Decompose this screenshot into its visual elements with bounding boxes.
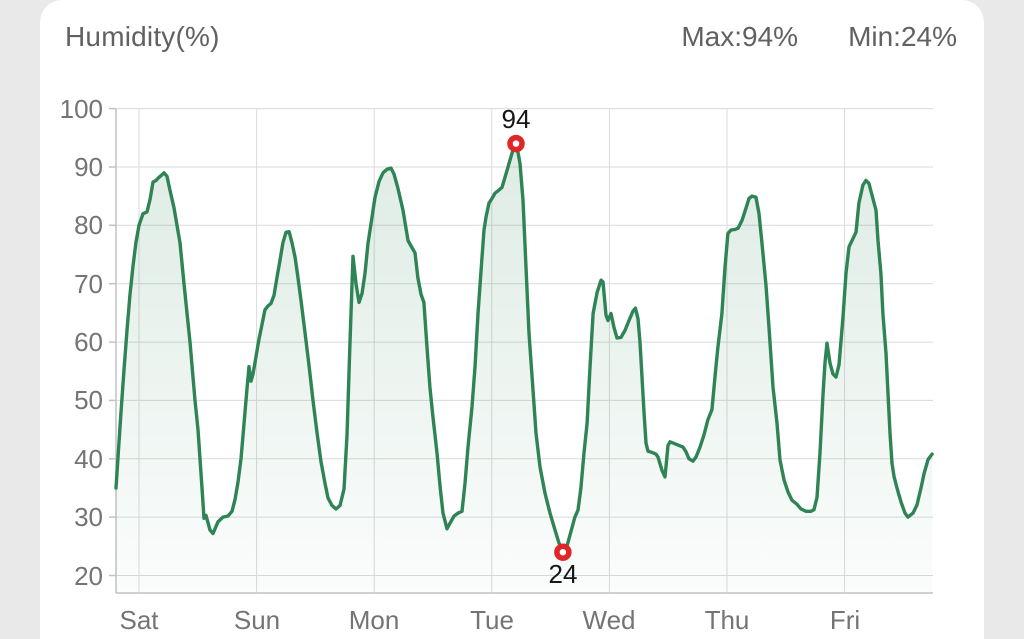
chart-title: Humidity(%) (65, 21, 220, 52)
y-axis-label: 50 (74, 385, 103, 415)
x-axis-label-thu: Thu (704, 605, 750, 635)
y-axis-label: 60 (74, 327, 103, 357)
y-axis-label: 30 (74, 502, 103, 532)
x-axis-label-fri: Fri (829, 605, 861, 635)
x-axis-label-sun: Sun (233, 605, 281, 635)
min-value-label: Min:24% (848, 21, 957, 52)
max-point-label: 94 (501, 104, 531, 134)
x-axis-label-mon: Mon (348, 605, 400, 635)
max-value-label: Max:94% (681, 21, 799, 52)
humidity-card (40, 0, 984, 639)
y-axis-label: 90 (74, 152, 103, 182)
y-axis-label: 20 (74, 561, 103, 591)
x-axis-label-sat: Sat (119, 605, 159, 635)
x-axis-label-wed: Wed (582, 605, 636, 635)
min-point-label: 24 (548, 559, 578, 589)
y-axis-label: 100 (59, 94, 103, 124)
minmax-summary: Max:94% Min:24% (681, 22, 957, 52)
x-axis-label-tue: Tue (470, 605, 514, 635)
y-axis-label: 80 (74, 210, 103, 240)
y-axis-label: 70 (74, 269, 103, 299)
y-axis-label: 40 (74, 444, 103, 474)
